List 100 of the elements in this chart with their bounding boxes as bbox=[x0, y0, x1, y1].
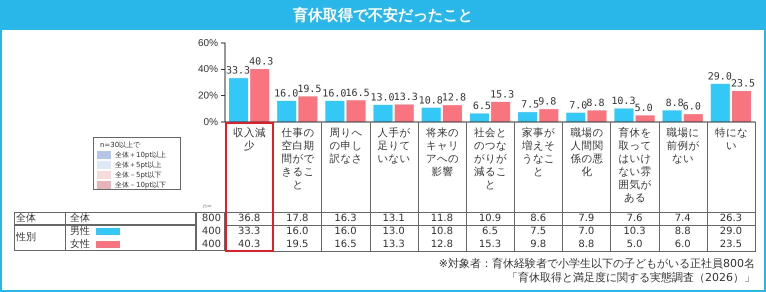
data-label: 16.5 bbox=[333, 238, 358, 251]
data-label: 5.0 bbox=[626, 238, 644, 251]
data-label: 16.0 bbox=[333, 225, 358, 238]
data-label: 8.8 bbox=[577, 238, 596, 251]
legend-label: 男性 bbox=[70, 225, 91, 238]
x-tick-label: 家事が増えそうなこと bbox=[521, 127, 556, 179]
text: 400 bbox=[200, 238, 221, 251]
bar bbox=[518, 112, 538, 122]
bar bbox=[539, 109, 558, 122]
x-tick-label: 収入減少 bbox=[232, 127, 268, 153]
bar bbox=[566, 112, 586, 122]
text: 29.0 bbox=[708, 71, 732, 82]
bar bbox=[250, 68, 270, 122]
text: 「育休取得と満足度に関する実態調査（2026）」 bbox=[506, 270, 755, 284]
text: 全体 bbox=[70, 212, 91, 225]
y-tick-label: 0% bbox=[204, 116, 218, 128]
text: 5.0 bbox=[634, 103, 653, 114]
text: 7.0 bbox=[569, 100, 588, 112]
data-label: 8.8 bbox=[674, 225, 692, 238]
data-label: 12.8 bbox=[430, 238, 454, 251]
y-tick-label: 20% bbox=[198, 90, 218, 102]
text: 8.8 bbox=[666, 98, 684, 110]
text: 7.4 bbox=[674, 212, 692, 225]
text: 13.3 bbox=[394, 92, 418, 104]
text: 全体 bbox=[16, 212, 37, 225]
text: 8.8 bbox=[586, 98, 604, 110]
data-label: 23.5 bbox=[718, 238, 744, 251]
data-label: 13.3 bbox=[382, 238, 406, 251]
bar bbox=[325, 100, 344, 122]
bar bbox=[422, 108, 441, 122]
text: 10.9 bbox=[478, 212, 502, 225]
data-label: 6.5 bbox=[481, 225, 499, 238]
data-label: 7.0 bbox=[577, 225, 596, 238]
text: ※対象者：育休経験者で小学生以下の子どもがいる正社員800名 bbox=[438, 256, 755, 270]
bar bbox=[662, 110, 682, 122]
text: 400 bbox=[200, 225, 221, 238]
text: 33.3 bbox=[226, 66, 250, 77]
bar bbox=[346, 100, 366, 122]
data-label: 9.8 bbox=[529, 238, 548, 251]
y-tick-label: 40% bbox=[198, 64, 218, 76]
text: 7.5 bbox=[521, 100, 540, 111]
text: 性別 bbox=[16, 230, 37, 245]
bar bbox=[374, 104, 393, 122]
bar bbox=[636, 115, 655, 122]
bar bbox=[710, 84, 730, 122]
text: 8.6 bbox=[529, 212, 548, 225]
text: 26.3 bbox=[718, 212, 744, 225]
bar bbox=[614, 108, 634, 122]
text: 36.8 bbox=[236, 212, 262, 225]
text: 16.0 bbox=[322, 88, 346, 100]
text: 23.5 bbox=[730, 78, 756, 90]
text: 19.5 bbox=[297, 84, 322, 95]
text: 16.3 bbox=[333, 212, 358, 225]
data-label: 6.0 bbox=[674, 238, 692, 251]
bar bbox=[277, 100, 296, 122]
data-label: 40.3 bbox=[236, 238, 262, 251]
text: 13.1 bbox=[382, 212, 406, 225]
text: 7.6 bbox=[626, 212, 644, 225]
text: 10.8 bbox=[418, 95, 443, 106]
bar bbox=[298, 96, 318, 122]
text: 16.0 bbox=[274, 88, 298, 100]
text: 9.8 bbox=[538, 96, 556, 108]
text: 15.3 bbox=[490, 89, 514, 100]
x-tick-label: 社会とのつながりが減ること bbox=[472, 127, 508, 192]
bar bbox=[394, 104, 414, 122]
chart-title: 育休取得で不安だったこと bbox=[0, 0, 766, 30]
bar bbox=[491, 102, 510, 122]
text: 13.0 bbox=[370, 92, 395, 104]
x-tick-label: 育休を取ってはいけない雰囲気がある bbox=[618, 127, 653, 205]
text: 12.8 bbox=[442, 92, 466, 104]
data-label: 15.3 bbox=[478, 238, 502, 251]
data-label: 19.5 bbox=[285, 238, 310, 251]
bar bbox=[228, 78, 248, 122]
text: 16.5 bbox=[346, 88, 370, 99]
data-label: 7.5 bbox=[529, 225, 548, 238]
text: 6.5 bbox=[472, 101, 491, 112]
text: 10.3 bbox=[611, 96, 636, 108]
data-label: 33.3 bbox=[236, 225, 262, 238]
data-label: 13.0 bbox=[382, 225, 406, 238]
legend-label: 女性 bbox=[70, 238, 91, 251]
text: 7.9 bbox=[577, 212, 596, 225]
data-label: 29.0 bbox=[718, 225, 744, 238]
text: 40.3 bbox=[249, 56, 274, 68]
data-label: 10.8 bbox=[430, 225, 454, 238]
x-tick-label: 人手が足りていない bbox=[376, 127, 412, 166]
text: 800 bbox=[200, 212, 221, 225]
text: 11.8 bbox=[430, 212, 454, 225]
x-tick-label: 特にない bbox=[714, 127, 749, 153]
x-tick-label: 仕事の空白期間ができること bbox=[280, 127, 316, 192]
x-tick-label: 将来のキャリアへの影響 bbox=[424, 127, 460, 179]
text: 6.0 bbox=[682, 102, 701, 113]
data-label: 16.0 bbox=[285, 225, 310, 238]
data-label: 10.3 bbox=[622, 225, 647, 238]
text: 17.8 bbox=[285, 212, 310, 225]
bar bbox=[587, 110, 607, 122]
bar bbox=[470, 113, 489, 122]
bar bbox=[442, 105, 462, 122]
x-tick-label: 職場の人間関係の悪化 bbox=[569, 127, 604, 179]
bar bbox=[684, 114, 703, 122]
y-tick-label: 60% bbox=[198, 38, 218, 49]
